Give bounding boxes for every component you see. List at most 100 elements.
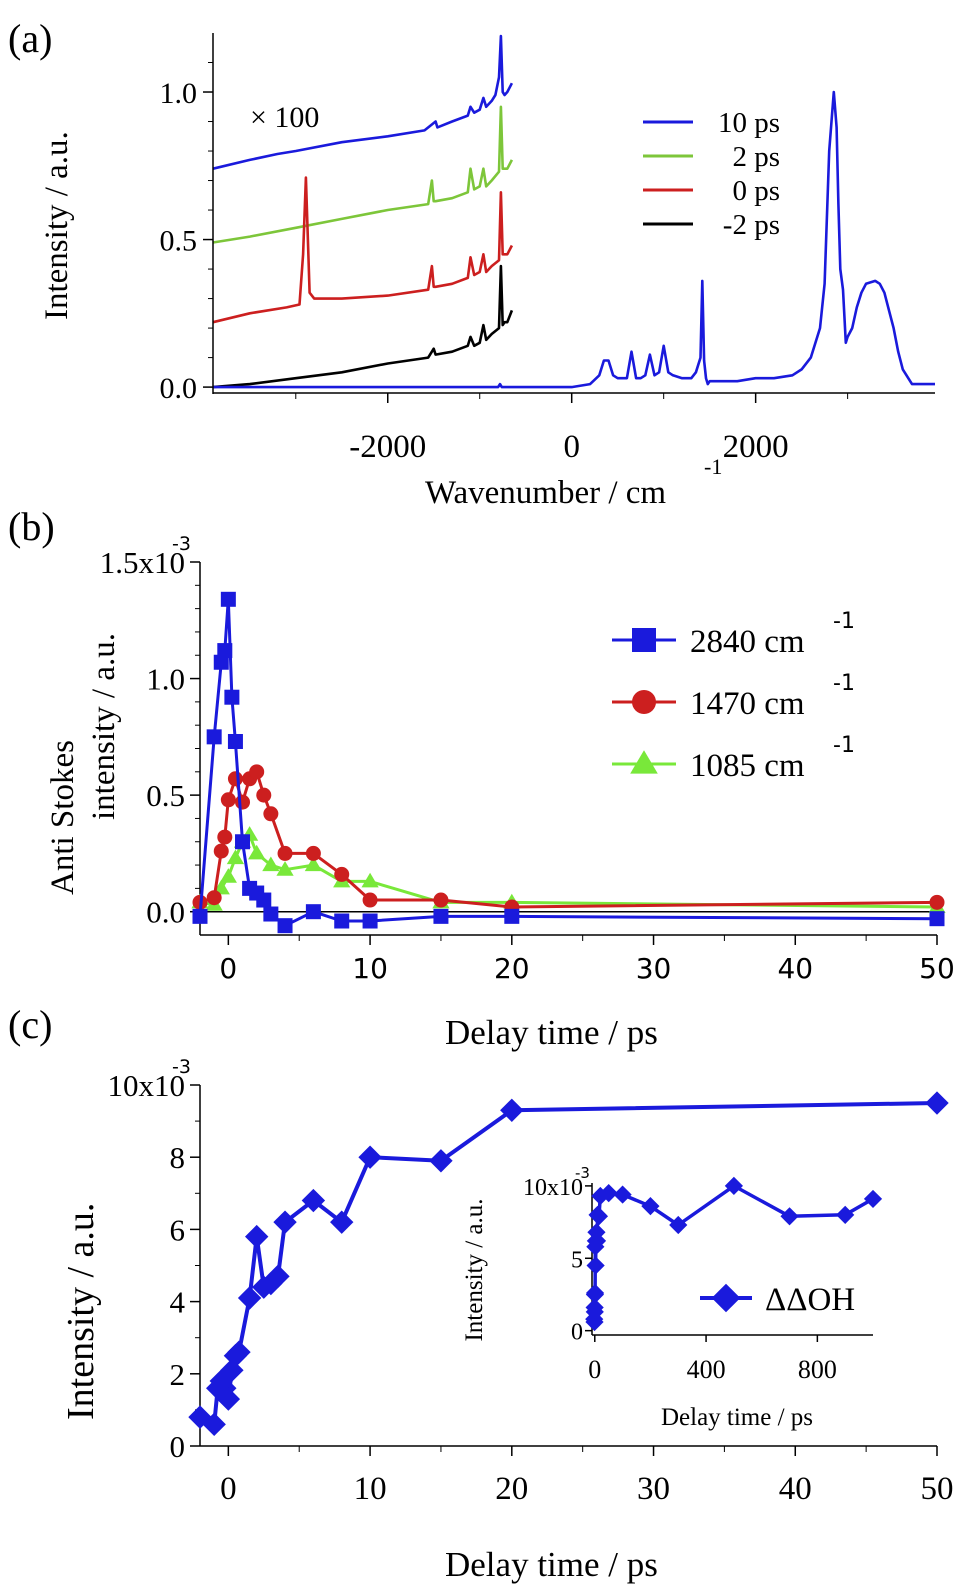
b-series-line [198,597,938,928]
c-data-point [216,1387,241,1411]
b-x-tick-label: 30 [636,952,672,985]
b-y-tick-label: 0.0 [146,895,185,930]
c-inset-background [590,1181,875,1337]
a-y-tick-label: 0.0 [160,372,198,405]
b-data-point [305,904,321,920]
a-x-tick-label: -2000 [349,429,426,465]
b-x-tick-label: 0 [219,952,237,985]
c-inset-data-point [780,1207,799,1226]
b-legend-label: 1470 cm [690,686,805,722]
b-data-point [206,890,222,906]
b-data-point [277,845,293,861]
b-data-point [248,844,266,860]
a-y-tick-label: 0.5 [160,225,198,258]
a-legend-label: 2 ps [732,141,780,173]
a-series-line [213,90,935,389]
c-data-point [273,1210,297,1234]
b-x-tick-label: 10 [352,952,388,985]
c-x-tick-label: 0 [220,1471,237,1507]
c-data-point [500,1098,524,1122]
c-inset-data-point [585,1312,604,1332]
a-xlabel-superscript: -1 [704,454,722,479]
c-xlabel: Delay time / ps [445,1545,658,1584]
b-series-line [199,770,938,909]
b-legend-superscript: -1 [833,609,855,634]
c-inset-series [585,1176,883,1332]
a-annotation: × 100 [250,101,319,134]
c-x-tick-label: 50 [921,1471,954,1507]
c-inset-data-point [585,1302,604,1321]
b-data-point [304,856,323,872]
c-inset-data-point [591,1186,610,1206]
b-legend: 2840 cm -1 1470 cm -1 1085 cm -1 [612,609,855,784]
c-inset-legend-label: ΔΔOH [765,1282,855,1318]
a-series-line [212,105,514,244]
a-axes: 0.0 0.5 1.0 -2000 0 2000 [160,33,935,465]
b-data-point [262,856,280,872]
c-y-tick-label: 10x10 [108,1068,186,1103]
a-series-line [212,34,514,170]
c-plot-area [188,1091,949,1437]
c-data-point [358,1145,382,1169]
b-data-point [192,908,208,924]
b-data-point [249,764,265,780]
b-data-point [217,643,233,659]
b-legend-marker [632,690,656,714]
b-data-point [227,734,243,750]
a-x-tick-label: 0 [563,429,580,465]
c-data-point [429,1149,453,1173]
c-inset-data-point [599,1184,618,1203]
b-y-tick-label: 0.5 [146,778,185,813]
b-data-point [362,892,378,908]
b-y-tick-exponent: -3 [172,533,191,555]
a-plot-area [212,34,935,389]
b-data-point [220,792,236,808]
c-data-point [330,1210,354,1234]
b-data-point [334,866,350,882]
c-y-tick-exponent: -3 [172,1056,191,1078]
c-inset-y-tick-label: 10x10 [523,1175,583,1201]
b-data-point [433,908,449,924]
b-data-point [224,689,240,705]
c-data-point [202,1412,226,1437]
a-legend: 10 ps2 ps0 ps-2 ps [643,107,780,241]
c-data-point [227,1340,251,1364]
b-y-tick-label: 1.5x10 [100,545,185,580]
c-y-tick-label: 0 [170,1429,186,1464]
b-data-point [362,913,378,929]
c-inset-x-tick-label: 800 [798,1355,837,1384]
b-data-point [235,834,251,850]
c-data-point [237,1286,262,1310]
c-data-point [266,1264,290,1289]
c-inset-data-point [587,1231,607,1251]
c-inset: 0 5 10x10-3 0 400 800 Delay time / ps Intensity… [461,1164,883,1431]
panel-a: (a) 0.0 0.5 1.0 -2000 0 2000 × 100 Wavenumber… [8,16,935,511]
b-data-point [433,892,449,908]
c-inset-x-tick-label: 400 [687,1355,726,1384]
c-inset-data-point [587,1223,606,1242]
b-data-point [504,908,520,924]
c-x-tick-label: 20 [495,1471,528,1507]
b-data-point [256,892,272,908]
b-data-point [235,794,251,810]
b-data-point [220,591,236,607]
a-y-tick-label: 1.0 [160,77,198,110]
c-y-tick-label: 2 [170,1357,186,1392]
b-data-point [929,894,945,910]
b-data-point [361,872,379,888]
a-x-axis-title: Wavenumber / cm -1 [425,454,722,511]
b-data-point [256,787,272,803]
c-inset-y-tick-label: 0 [571,1320,583,1346]
c-y-tick-label: 4 [170,1285,186,1320]
b-data-point [213,654,229,670]
c-inset-data-point [586,1256,605,1275]
c-ylabel: Intensity / a.u. [60,1203,102,1420]
b-data-point [263,806,279,822]
a-legend-label: 10 ps [718,107,780,139]
panel-b: (b) 0.0 0.5 1.0 1.5x10-3 0 10 20 30 40 50 Delay t… [8,504,955,1052]
b-data-point [217,829,233,845]
b-x-tick-label: 40 [777,952,813,985]
